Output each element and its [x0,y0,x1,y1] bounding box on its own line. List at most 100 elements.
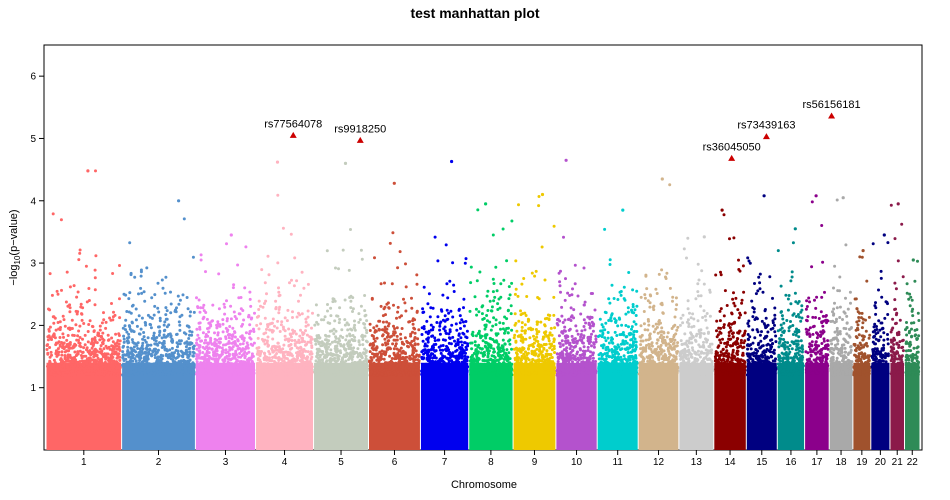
snp-point [201,331,205,335]
snp-point [215,349,219,353]
snp-point [295,358,299,362]
snp-point [591,324,595,328]
snp-point [263,342,267,346]
snp-point [92,329,96,333]
snp-point [208,366,212,370]
snp-point [351,307,355,311]
snp-point [128,327,132,331]
snp-point [591,356,595,360]
snp-point [395,334,399,338]
snp-point [278,305,282,309]
snp-point [582,318,586,322]
snp-point [246,369,250,373]
snp-point [249,337,253,341]
snp-point [551,360,555,364]
snp-point [438,324,442,328]
snp-point [439,371,442,375]
snp-point [99,344,103,348]
snp-point [410,296,413,300]
snp-point [123,353,127,357]
snp-point [341,248,345,252]
snp-point [74,323,78,327]
snp-point [49,350,53,354]
snp-point [520,321,524,325]
snp-point [285,357,289,361]
snp-point [59,358,63,361]
snp-point [563,325,567,329]
snp-point [469,359,472,363]
snp-point [137,314,141,318]
snp-point [557,373,561,377]
snp-point [78,336,82,339]
snp-point [313,370,317,374]
snp-point [360,334,364,338]
snp-point [372,326,376,330]
snp-point [481,359,485,362]
snp-point [396,266,400,270]
snp-point [314,342,318,346]
snp-point [158,370,162,373]
snp-point [196,305,200,309]
snp-point [96,333,100,337]
snp-point [137,332,141,336]
snp-point [152,347,156,351]
snp-point [118,358,122,362]
snp-point [198,344,202,348]
snp-point [328,329,332,333]
snp-point [104,365,108,369]
snp-point [580,329,584,333]
snp-point [487,358,491,362]
snp-point [521,347,525,351]
snp-point [310,370,314,374]
snp-point [325,334,329,338]
snp-point [383,330,387,333]
snp-point [398,358,402,362]
snp-point [236,363,240,367]
snp-point [102,347,106,351]
snp-point [381,343,385,347]
snp-point [91,358,95,362]
snp-point [77,258,81,262]
snp-point [209,338,213,342]
snp-point [372,361,376,365]
snp-point [170,354,174,358]
snp-point [136,372,140,376]
snp-point [209,324,213,328]
snp-point [432,360,436,364]
snp-point [567,328,571,332]
snp-point [492,282,496,285]
snp-point [395,326,399,330]
snp-point [293,256,297,260]
snp-point [335,353,339,357]
snp-point [333,359,337,363]
snp-point [228,352,231,356]
snp-point [462,359,466,363]
snp-point [165,309,169,313]
snp-point [572,308,576,312]
snp-point [199,258,203,262]
snp-point [413,342,417,346]
snp-point [306,309,310,313]
snp-point [99,351,103,355]
snp-point [325,347,329,351]
snp-point [307,367,311,371]
snp-point [278,330,282,333]
snp-point [191,350,195,354]
snp-point [465,329,469,333]
snp-point [304,329,307,333]
snp-point [399,346,403,350]
snp-point [362,351,365,355]
snp-point [212,350,216,354]
snp-point [264,299,268,303]
snp-point [59,218,63,222]
snp-point [203,353,207,357]
snp-point [104,344,108,348]
snp-point [277,359,281,362]
snp-point [486,371,490,375]
snp-point [226,360,230,364]
snp-point [216,333,220,337]
snp-point [270,321,274,325]
snp-point [281,372,285,376]
snp-point [180,354,184,358]
snp-point [309,357,313,361]
